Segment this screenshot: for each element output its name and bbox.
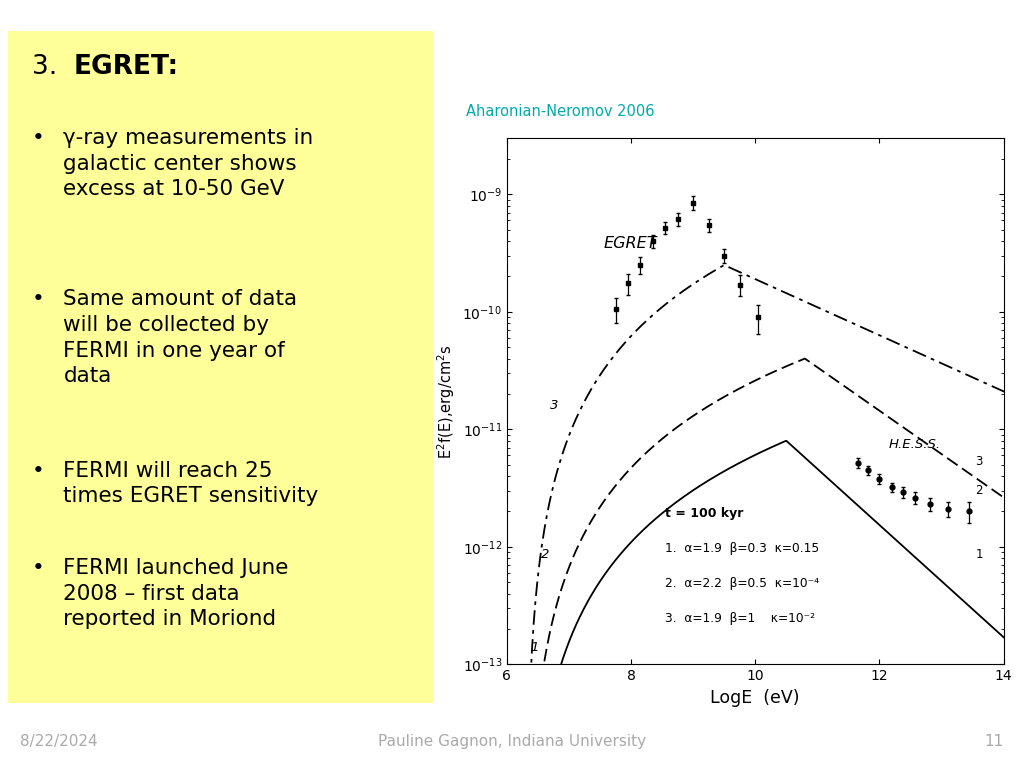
Text: 1.  α=1.9  β=0.3  κ=0.15: 1. α=1.9 β=0.3 κ=0.15 xyxy=(666,542,819,555)
Text: •: • xyxy=(32,128,44,148)
Text: 8/22/2024: 8/22/2024 xyxy=(20,733,98,749)
Text: Aharonian-Neromov 2006: Aharonian-Neromov 2006 xyxy=(466,104,654,119)
Text: H.E.S.S.: H.E.S.S. xyxy=(889,438,941,451)
Text: 1: 1 xyxy=(976,548,983,561)
Text: EGRET: EGRET xyxy=(603,236,656,251)
Text: t = 100 kyr: t = 100 kyr xyxy=(666,507,743,520)
Text: 3.: 3. xyxy=(32,55,66,80)
Text: 2.  α=2.2  β=0.5  κ=10⁻⁴: 2. α=2.2 β=0.5 κ=10⁻⁴ xyxy=(666,578,819,591)
Text: •: • xyxy=(32,558,44,578)
Text: 1: 1 xyxy=(530,641,539,654)
Text: 2: 2 xyxy=(541,548,550,561)
Text: EGRET:: EGRET: xyxy=(74,55,179,80)
Text: 3: 3 xyxy=(550,399,559,412)
Text: γ-ray measurements in
galactic center shows
excess at 10-50 GeV: γ-ray measurements in galactic center sh… xyxy=(63,128,313,200)
Text: Same amount of data
will be collected by
FERMI in one year of
data: Same amount of data will be collected by… xyxy=(63,290,298,386)
Text: •: • xyxy=(32,290,44,310)
Text: 11: 11 xyxy=(984,733,1004,749)
Y-axis label: E$^2$f(E),erg/cm$^2$s: E$^2$f(E),erg/cm$^2$s xyxy=(435,344,457,458)
Text: FERMI will reach 25
times EGRET sensitivity: FERMI will reach 25 times EGRET sensitiv… xyxy=(63,461,318,506)
Text: 2: 2 xyxy=(976,485,983,497)
Text: Pauline Gagnon, Indiana University: Pauline Gagnon, Indiana University xyxy=(378,733,646,749)
Text: 3.  α=1.9  β=1    κ=10⁻²: 3. α=1.9 β=1 κ=10⁻² xyxy=(666,612,815,625)
X-axis label: LogE  (eV): LogE (eV) xyxy=(711,689,800,707)
Text: •: • xyxy=(32,461,44,481)
Text: FERMI launched June
2008 – first data
reported in Moriond: FERMI launched June 2008 – first data re… xyxy=(63,558,289,630)
Text: 3: 3 xyxy=(976,455,983,468)
